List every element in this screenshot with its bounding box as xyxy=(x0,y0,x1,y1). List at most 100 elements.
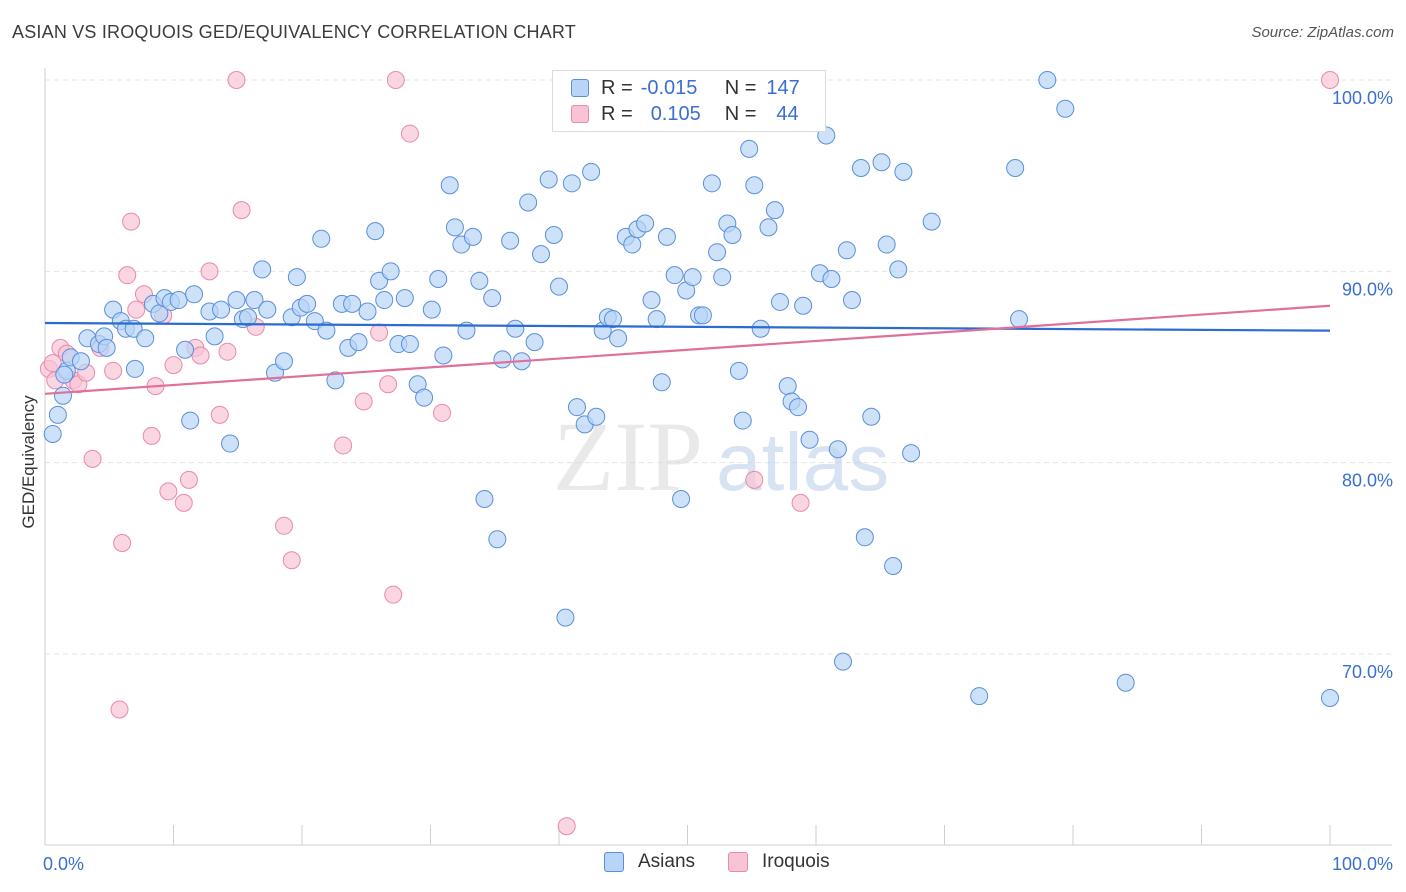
series-legend-swatch-iroquois xyxy=(728,852,748,872)
asians-point xyxy=(506,319,525,338)
series-legend-label-asians: Asians xyxy=(638,851,696,872)
iroquois-point xyxy=(745,470,764,489)
asians-point xyxy=(623,235,642,254)
asians-point xyxy=(862,407,881,426)
asians-point xyxy=(349,333,368,352)
asians-point xyxy=(582,162,601,181)
series-legend: Asians Iroquois xyxy=(0,851,1406,877)
asians-point xyxy=(488,530,507,549)
iroquois-point xyxy=(191,346,210,365)
asians-point xyxy=(642,291,661,310)
asians-point xyxy=(713,268,732,287)
asians-point xyxy=(647,310,666,329)
asians-point xyxy=(326,371,345,390)
asians-point xyxy=(176,340,195,359)
asians-point xyxy=(239,308,258,327)
grid-lines xyxy=(45,79,1392,655)
asians-point xyxy=(1321,689,1339,708)
trend-lines xyxy=(44,304,1331,395)
asians-point xyxy=(723,225,742,244)
asians-point xyxy=(43,424,62,443)
asians-point xyxy=(828,440,847,459)
x-tick-label: 0.0% xyxy=(43,854,84,874)
asians-point xyxy=(343,294,362,313)
axes xyxy=(44,68,1392,846)
asians-point xyxy=(440,176,459,195)
asians-point xyxy=(253,260,272,279)
asians-point xyxy=(729,361,748,380)
asians-point xyxy=(366,222,385,241)
legend-r-value: 0.105 xyxy=(650,102,701,125)
asians-point xyxy=(837,241,856,260)
asians-point xyxy=(544,225,563,244)
legend-n-label: N = xyxy=(724,76,757,99)
series-legend-iroquois[interactable]: Iroquois xyxy=(728,851,830,873)
asians-point xyxy=(258,300,277,319)
asians-point xyxy=(519,193,538,212)
asians-point xyxy=(789,398,808,417)
iroquois-point xyxy=(104,361,123,380)
asians-point xyxy=(683,268,702,287)
asians-point xyxy=(205,327,224,346)
asians-point xyxy=(657,227,676,246)
asians-point xyxy=(872,153,891,172)
iroquois-point xyxy=(232,201,251,220)
legend-row-asians: R = -0.015 N = 147 xyxy=(571,75,800,101)
asians-point xyxy=(1006,159,1025,178)
x-tick-label: 100.0% xyxy=(1332,854,1393,874)
asians-point xyxy=(317,321,336,340)
iroquois-point xyxy=(200,262,219,281)
iroquois-point xyxy=(142,426,161,445)
asians-point xyxy=(53,386,72,405)
asians-point xyxy=(851,159,870,178)
asians-point xyxy=(136,329,155,348)
iroquois-point xyxy=(174,493,193,512)
iroquois-point xyxy=(1321,71,1339,89)
asians-point xyxy=(470,271,489,290)
series-asians-points xyxy=(43,71,1339,708)
asians-point xyxy=(567,398,586,417)
asians-point xyxy=(169,291,188,310)
y-tick-label: 90.0% xyxy=(1342,279,1393,299)
asians-point xyxy=(877,235,896,254)
asians-point xyxy=(902,444,921,463)
iroquois-point xyxy=(159,482,178,501)
iroquois-point xyxy=(384,585,403,604)
asians-point xyxy=(550,277,568,296)
asians-point xyxy=(609,329,628,348)
asians-point xyxy=(71,352,90,371)
iroquois-point xyxy=(379,375,398,394)
asians-point xyxy=(445,218,464,237)
asians-point xyxy=(501,231,520,250)
asians-point xyxy=(855,528,874,547)
iroquois-point xyxy=(282,551,301,570)
iroquois-point xyxy=(227,71,246,89)
iroquois-point xyxy=(218,342,237,361)
x-tick-labels: 0.0% 100.0% xyxy=(43,854,1393,874)
asians-point xyxy=(922,212,941,231)
asians-point xyxy=(370,271,389,290)
y-tick-labels: 70.0% 80.0% 90.0% 100.0% xyxy=(1332,88,1393,682)
iroquois-point xyxy=(43,354,62,373)
iroquois-point xyxy=(164,356,183,375)
asians-point xyxy=(822,269,841,288)
asians-point xyxy=(55,365,74,384)
iroquois-point xyxy=(83,449,102,468)
asians-point xyxy=(636,214,655,233)
asians-point xyxy=(562,174,581,193)
asians-point xyxy=(672,490,691,509)
legend-r-label: R = xyxy=(601,102,633,125)
asians-point xyxy=(493,350,512,369)
asians-point xyxy=(1010,310,1029,329)
watermark-atlas: atlas xyxy=(716,417,889,508)
asians-point xyxy=(429,269,448,288)
series-legend-swatch-asians xyxy=(604,852,624,872)
asians-point xyxy=(842,291,861,310)
series-legend-asians[interactable]: Asians xyxy=(604,851,695,873)
asians-point xyxy=(221,434,240,453)
series-iroquois-points xyxy=(39,71,1339,836)
y-axis-label: GED/Equivalency xyxy=(19,395,38,529)
asians-point xyxy=(970,687,989,706)
legend-n-value: 44 xyxy=(776,102,799,125)
